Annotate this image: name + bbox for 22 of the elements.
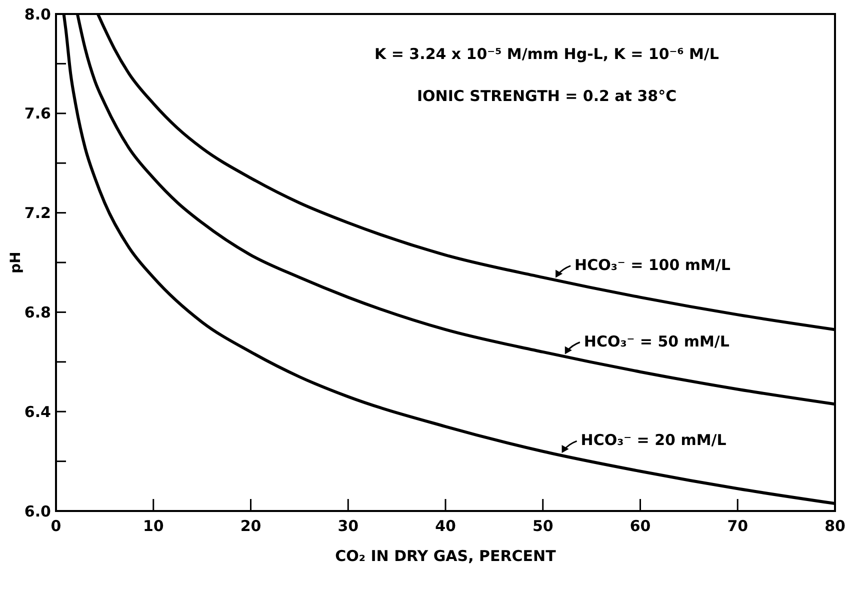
y-tick-label: 6.8 [24, 303, 51, 322]
annotation: IONIC STRENGTH = 0.2 at 38°C [416, 87, 677, 105]
annotation: K = 3.24 x 10⁻⁵ M/mm Hg-L, K = 10⁻⁶ M/L [374, 45, 720, 63]
x-tick-label: 60 [630, 517, 651, 535]
x-tick-label: 70 [727, 517, 748, 535]
y-axis-title: pH [8, 252, 24, 274]
y-tick-label: 6.4 [24, 402, 51, 421]
x-tick-label: 20 [240, 517, 262, 535]
x-tick-label: 10 [142, 517, 164, 535]
x-tick-label: 30 [338, 517, 359, 535]
x-tick-label: 80 [824, 517, 846, 535]
y-tick-label: 8.0 [24, 5, 51, 24]
legend-label: HCO₃⁻ = 100 mM/L [574, 256, 731, 274]
legend-label: HCO₃⁻ = 20 mM/L [580, 431, 727, 450]
x-tick-label: 50 [532, 517, 554, 535]
y-tick-label: 7.2 [24, 204, 51, 222]
y-tick-label: 7.6 [24, 104, 51, 123]
x-axis-title: CO₂ IN DRY GAS, PERCENT [335, 547, 557, 565]
legend-label: HCO₃⁻ = 50 mM/L [584, 332, 730, 350]
y-tick-label: 6.0 [24, 502, 51, 520]
x-tick-label: 0 [50, 517, 62, 535]
x-tick-label: 40 [435, 517, 456, 535]
